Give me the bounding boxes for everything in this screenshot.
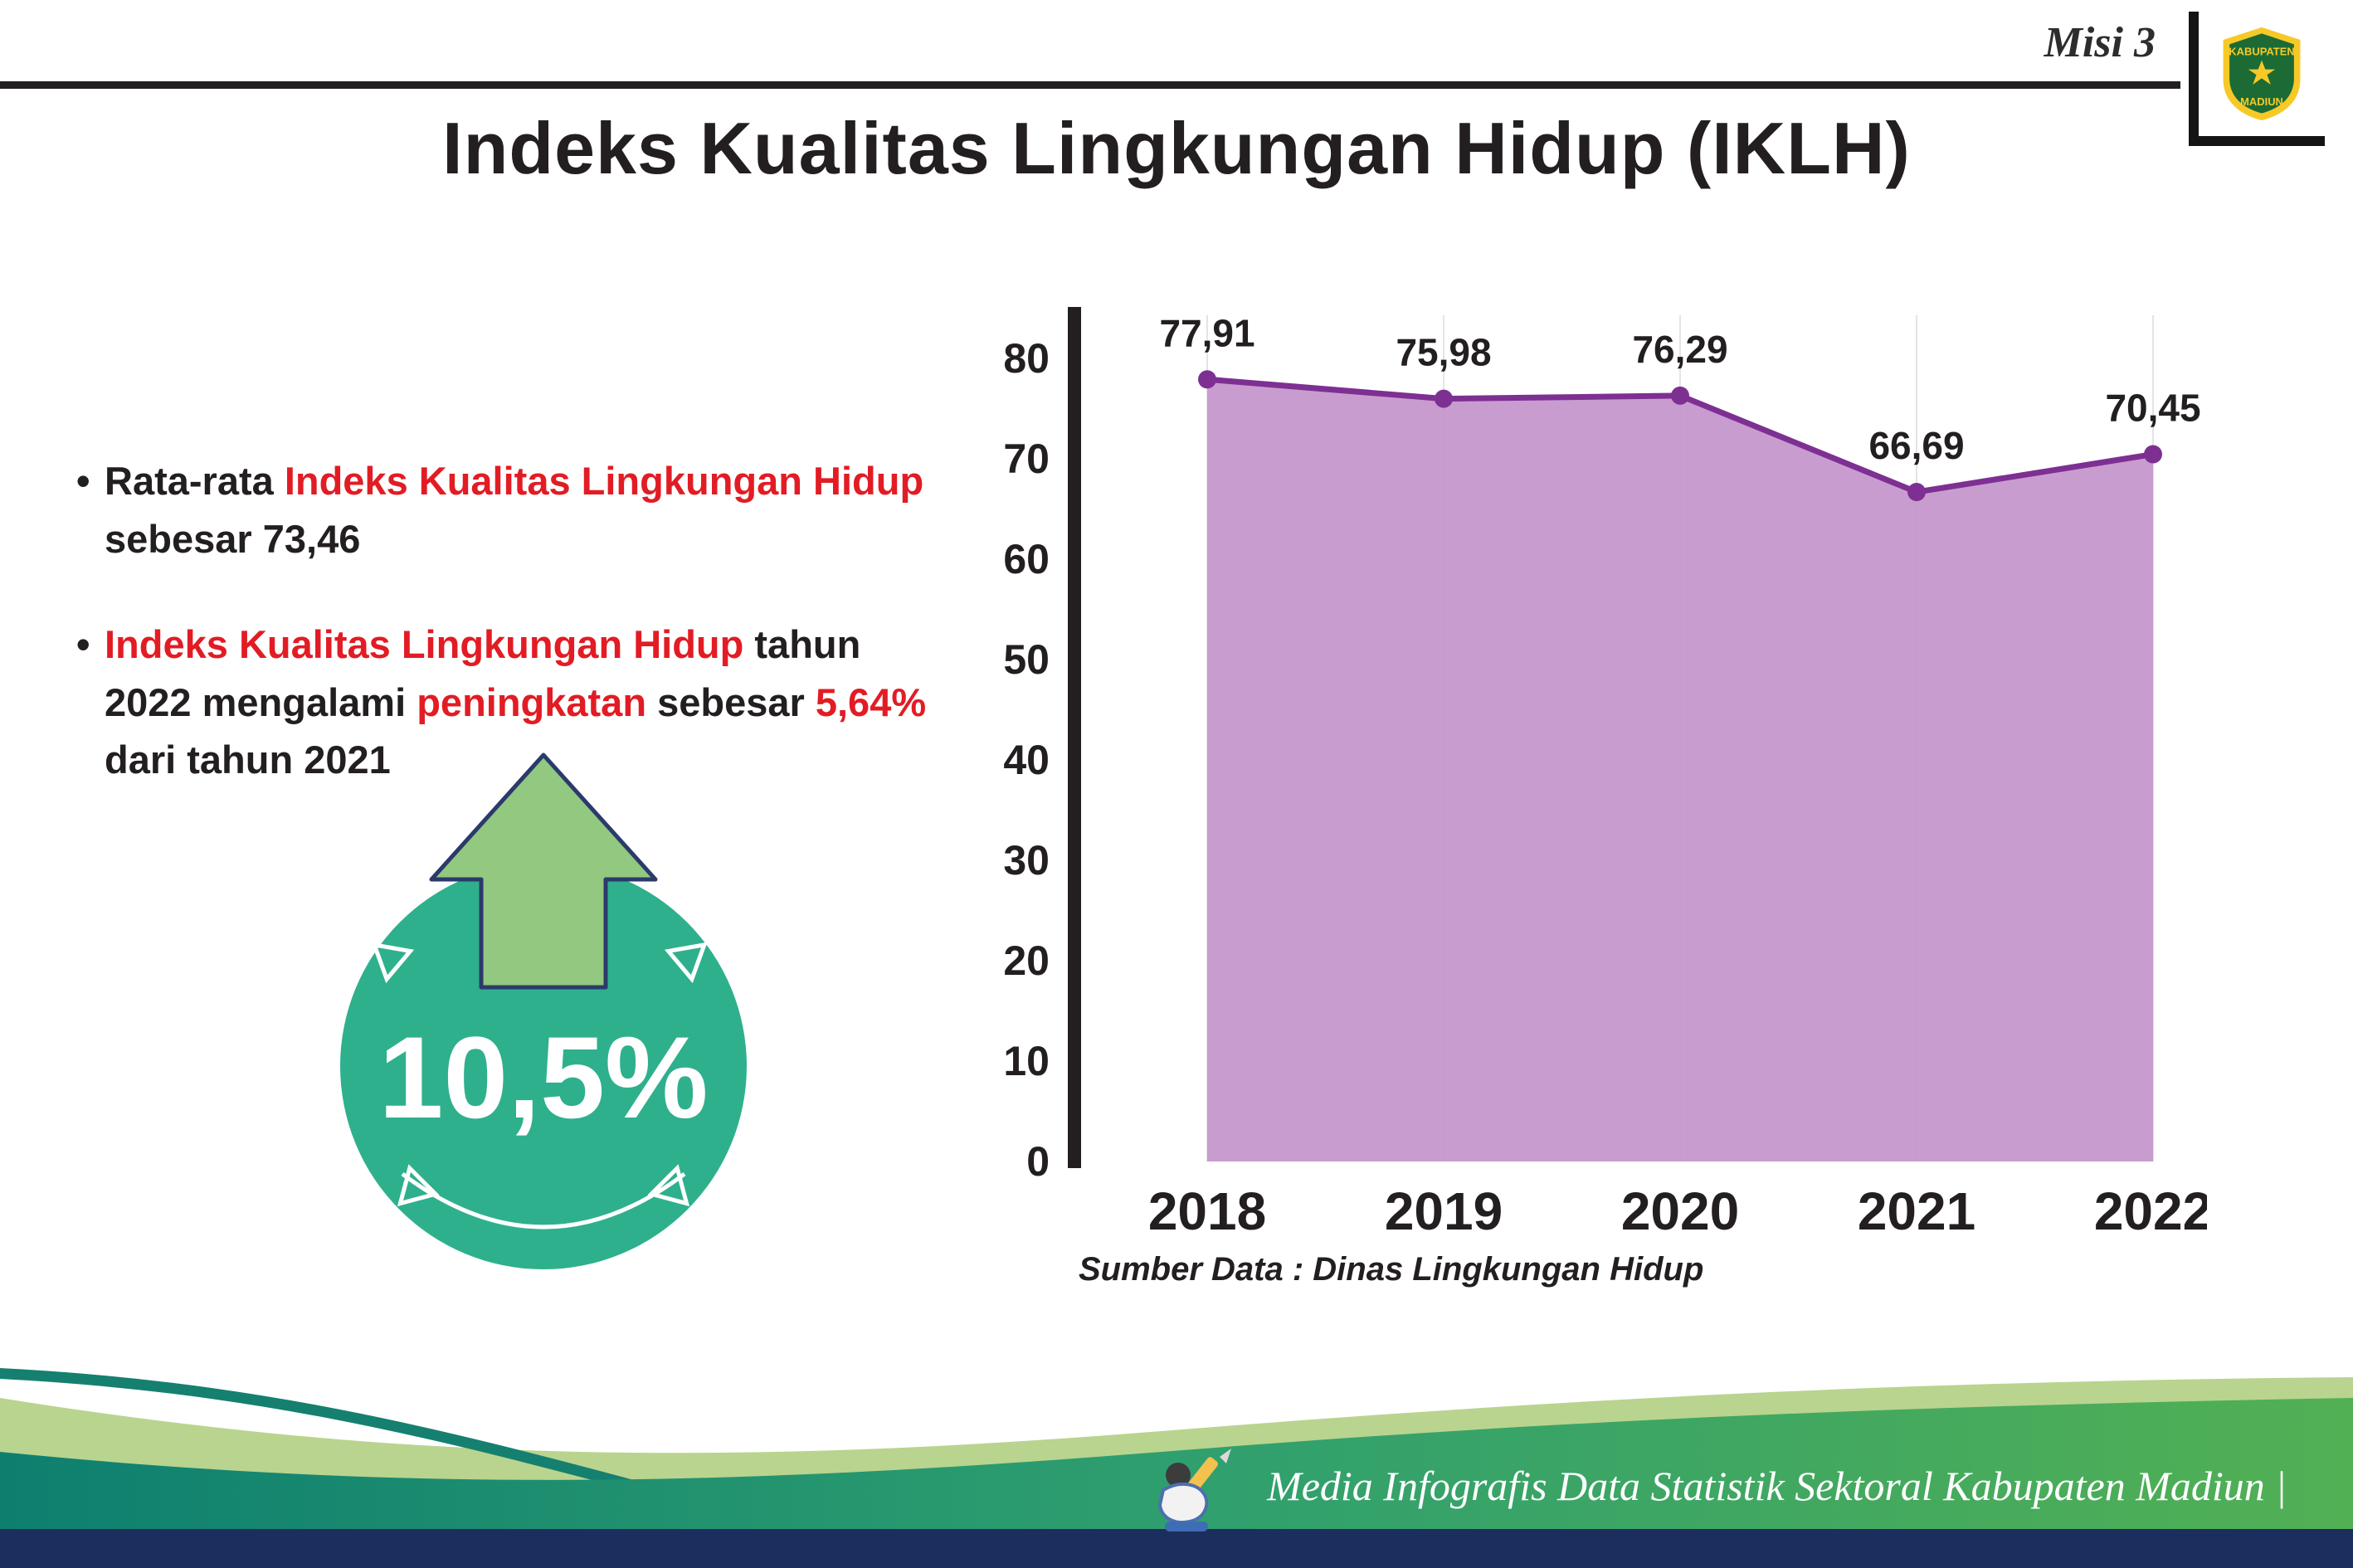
kabupaten-madiun-logo: KABUPATEN MADIUN bbox=[2189, 12, 2325, 146]
y-tick-label: 40 bbox=[1003, 737, 1050, 783]
plain-text: sebesar 73,46 bbox=[105, 516, 361, 561]
data-point bbox=[1671, 386, 1689, 405]
value-label: 75,98 bbox=[1396, 331, 1491, 374]
data-point bbox=[1198, 370, 1216, 389]
footer-navy-strip bbox=[0, 1529, 2353, 1568]
highlight-text: 5,64% bbox=[815, 679, 927, 724]
x-category-label: 2021 bbox=[1858, 1181, 1975, 1241]
y-tick-label: 0 bbox=[1026, 1138, 1050, 1185]
y-tick-label: 10 bbox=[1003, 1038, 1050, 1084]
bullet-item-average: • Rata-rata Indeks Kualitas Lingkungan H… bbox=[76, 452, 931, 567]
badge-value: 10,5% bbox=[379, 1012, 709, 1142]
crest-bottom-text: MADIUN bbox=[2240, 95, 2283, 108]
crest-icon: KABUPATEN MADIUN bbox=[2223, 27, 2301, 121]
iklh-chart: 77,91 75,98 76,29 66,69 70,45 0 10 20 30 40 50 60 70… bbox=[913, 282, 2212, 1286]
page-title: Indeks Kualitas Lingkungan Hidup (IKLH) bbox=[442, 107, 1911, 189]
x-category-label: 2022 bbox=[2094, 1181, 2207, 1241]
value-label: 70,45 bbox=[2105, 387, 2200, 430]
mascot-icon bbox=[1157, 1449, 1231, 1531]
badge-circle bbox=[340, 863, 747, 1269]
highlight-text: Indeks Kualitas Lingkungan Hidup bbox=[284, 459, 924, 503]
badge-decorations bbox=[371, 942, 708, 1230]
data-point bbox=[1907, 483, 1926, 502]
data-point bbox=[1435, 389, 1453, 408]
bullet-dot: • bbox=[76, 459, 90, 503]
header-rule bbox=[0, 81, 2180, 89]
value-label: 66,69 bbox=[1868, 424, 1964, 467]
plain-text: Rata-rata bbox=[105, 459, 285, 503]
up-arrow-icon bbox=[429, 752, 658, 990]
area-fill bbox=[1207, 379, 2153, 1161]
footer-credit: Media Infografis Data Statistik Sektoral… bbox=[1267, 1463, 2287, 1509]
highlight-text: peningkatan bbox=[417, 679, 647, 724]
plain-text: sebesar bbox=[646, 679, 816, 724]
value-label: 76,29 bbox=[1632, 328, 1727, 371]
crest-top-text: KABUPATEN bbox=[2229, 45, 2294, 57]
bullet-text-increase: Indeks Kualitas Lingkungan Hidup tahun 2… bbox=[105, 616, 931, 789]
y-tick-label: 70 bbox=[1003, 436, 1050, 482]
x-category-label: 2020 bbox=[1621, 1181, 1739, 1241]
y-tick-label: 20 bbox=[1003, 937, 1050, 984]
x-category-label: 2018 bbox=[1148, 1181, 1266, 1241]
y-tick-label: 80 bbox=[1003, 335, 1050, 382]
y-tick-label: 50 bbox=[1003, 636, 1050, 683]
highlight-text: Indeks Kualitas Lingkungan Hidup bbox=[105, 622, 744, 667]
misi-label: Misi 3 bbox=[2044, 19, 2156, 66]
x-category-label: 2019 bbox=[1385, 1181, 1503, 1241]
iklh-area-chart-svg: 77,91 75,98 76,29 66,69 70,45 0 10 20 30 40 50 60 70… bbox=[1003, 307, 2212, 1241]
increase-badge: 10,5% bbox=[307, 743, 772, 1315]
bullet-dot: • bbox=[76, 622, 90, 667]
plain-text: dari tahun 2021 bbox=[105, 738, 391, 782]
bullet-item-increase: • Indeks Kualitas Lingkungan Hidup tahun… bbox=[76, 616, 931, 789]
bullet-text-average: Rata-rata Indeks Kualitas Lingkungan Hid… bbox=[105, 452, 931, 567]
footer-teal-line bbox=[0, 1368, 649, 1495]
bullet-list: • Rata-rata Indeks Kualitas Lingkungan H… bbox=[76, 452, 931, 837]
value-label: 77,91 bbox=[1159, 311, 1254, 354]
data-point bbox=[2144, 445, 2162, 464]
y-tick-label: 60 bbox=[1003, 536, 1050, 582]
y-tick-label: 30 bbox=[1003, 837, 1050, 884]
source-note: Sumber Data : Dinas Lingkungan Hidup bbox=[1079, 1251, 1704, 1288]
plain-text: tahun 2022 mengalami bbox=[105, 622, 861, 724]
